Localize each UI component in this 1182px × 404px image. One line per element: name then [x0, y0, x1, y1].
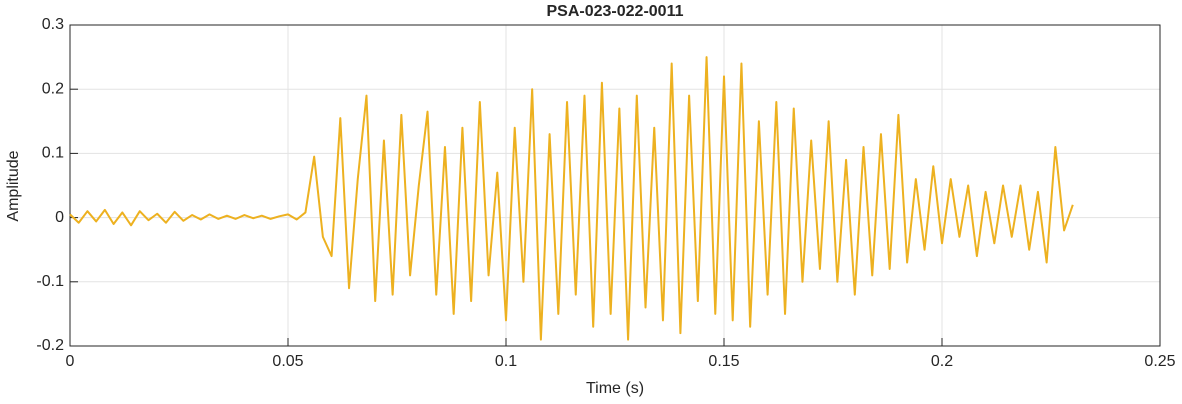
x-tick-label: 0	[66, 353, 75, 370]
x-axis-label: Time (s)	[586, 380, 644, 397]
plot-area	[70, 25, 1160, 346]
x-tick-label: 0.2	[931, 353, 953, 370]
x-tick-label: 0.05	[272, 353, 303, 370]
axes-box	[69, 24, 1161, 347]
x-tick-label: 0.15	[708, 353, 739, 370]
x-tick-label: 0.25	[1144, 353, 1175, 370]
y-tick-label: 0.1	[42, 145, 64, 162]
y-axis-label: Amplitude	[5, 150, 22, 221]
chart-title: PSA-023-022-0011	[547, 3, 684, 20]
x-tick-label: 0.1	[495, 353, 517, 370]
y-tick-label: 0.3	[42, 16, 64, 33]
y-tick-label: -0.1	[36, 273, 64, 290]
signal-line	[69, 56, 1074, 341]
y-tick-label: 0	[55, 209, 64, 226]
y-tick-label: 0.2	[42, 80, 64, 97]
y-tick-label: -0.2	[36, 337, 64, 354]
